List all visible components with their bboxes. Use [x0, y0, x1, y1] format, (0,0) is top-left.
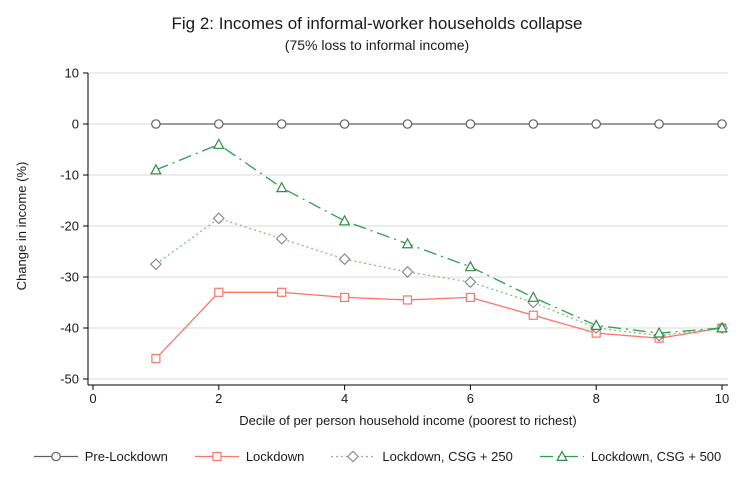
series-lockdown-csg-500 — [150, 138, 728, 338]
svg-text:2: 2 — [215, 391, 222, 406]
marker-triangle — [464, 260, 477, 272]
legend-item-lockdown: Lockdown — [194, 449, 305, 464]
marker-triangle — [212, 138, 225, 149]
marker-triangle — [338, 214, 351, 226]
marker-circle — [214, 119, 224, 129]
series-line — [155, 143, 723, 334]
svg-text:4: 4 — [341, 391, 348, 406]
marker-diamond — [149, 258, 162, 271]
legend-item-lockdown-csg-250: Lockdown, CSG + 250 — [330, 449, 513, 464]
legend-label: Lockdown — [245, 449, 305, 464]
legend: Pre-Lockdown Lockdown Lockdown, CSG + 250 L… — [0, 449, 754, 464]
marker-square — [402, 295, 413, 305]
marker-square — [340, 292, 350, 302]
legend-swatch-pre-lockdown — [33, 451, 78, 462]
legend-label: Lockdown, CSG + 250 — [382, 449, 513, 464]
marker-circle — [50, 451, 61, 462]
marker-diamond — [401, 265, 414, 278]
marker-triangle — [401, 237, 414, 249]
svg-text:-40: -40 — [60, 321, 79, 336]
marker-square — [277, 287, 287, 297]
svg-text:8: 8 — [593, 391, 600, 406]
marker-diamond — [347, 450, 360, 463]
marker-square — [212, 451, 222, 462]
x-axis-label: Decile of per person household income (p… — [239, 413, 576, 428]
marker-square — [465, 292, 475, 302]
legend-item-lockdown-csg-500: Lockdown, CSG + 500 — [539, 449, 721, 464]
legend-label: Lockdown, CSG + 500 — [590, 449, 722, 464]
marker-circle — [528, 119, 539, 129]
marker-triangle — [716, 321, 728, 333]
marker-triangle — [275, 181, 288, 193]
marker-square — [528, 310, 538, 320]
chart-title: Fig 2: Incomes of informal-worker househ… — [171, 14, 583, 33]
marker-diamond — [464, 276, 477, 289]
svg-text:10: 10 — [715, 391, 729, 406]
marker-circle — [465, 119, 476, 129]
plot-area: 10 0 -10 -20 -30 -40 -50 0 2 4 6 8 10 Change in incom… — [14, 66, 729, 429]
legend-item-pre-lockdown: Pre-Lockdown — [33, 449, 168, 464]
svg-text:-50: -50 — [60, 372, 79, 387]
y-axis — [83, 72, 89, 385]
svg-text:6: 6 — [467, 391, 474, 406]
series-line — [155, 291, 723, 360]
svg-text:0: 0 — [72, 117, 79, 132]
marker-triangle — [527, 291, 540, 302]
marker-circle — [717, 119, 727, 129]
x-axis — [88, 384, 728, 390]
marker-circle — [402, 119, 413, 129]
y-axis-label: Change in income (%) — [14, 162, 29, 291]
marker-diamond — [338, 253, 351, 266]
y-tick-labels: 10 0 -10 -20 -30 -40 -50 — [60, 66, 79, 387]
legend-swatch-lockdown-csg-500 — [539, 450, 584, 461]
marker-square — [214, 287, 224, 297]
marker-circle — [151, 119, 161, 129]
svg-text:0: 0 — [89, 391, 96, 406]
marker-triangle — [653, 326, 665, 338]
marker-triangle — [590, 319, 603, 330]
marker-triangle — [556, 450, 568, 461]
marker-circle — [654, 119, 664, 129]
marker-circle — [591, 119, 601, 129]
marker-diamond — [212, 212, 225, 225]
series-pre-lockdown — [151, 119, 727, 129]
svg-text:10: 10 — [65, 66, 79, 81]
legend-swatch-lockdown-csg-250 — [331, 450, 376, 463]
chart-subtitle: (75% loss to informal income) — [284, 37, 470, 53]
svg-text:-10: -10 — [60, 168, 79, 183]
gridlines — [88, 72, 728, 380]
x-tick-labels: 0 2 4 6 8 10 — [89, 391, 729, 406]
marker-circle — [339, 119, 350, 129]
marker-diamond — [275, 232, 288, 245]
marker-triangle — [150, 163, 162, 175]
series-lockdown — [151, 287, 727, 364]
marker-square — [151, 354, 161, 364]
legend-swatch-lockdown — [194, 451, 239, 462]
series-line — [155, 217, 723, 337]
svg-text:-20: -20 — [60, 219, 79, 234]
marker-circle — [276, 119, 287, 129]
legend-label: Pre-Lockdown — [84, 449, 168, 464]
svg-text:-30: -30 — [60, 270, 79, 285]
